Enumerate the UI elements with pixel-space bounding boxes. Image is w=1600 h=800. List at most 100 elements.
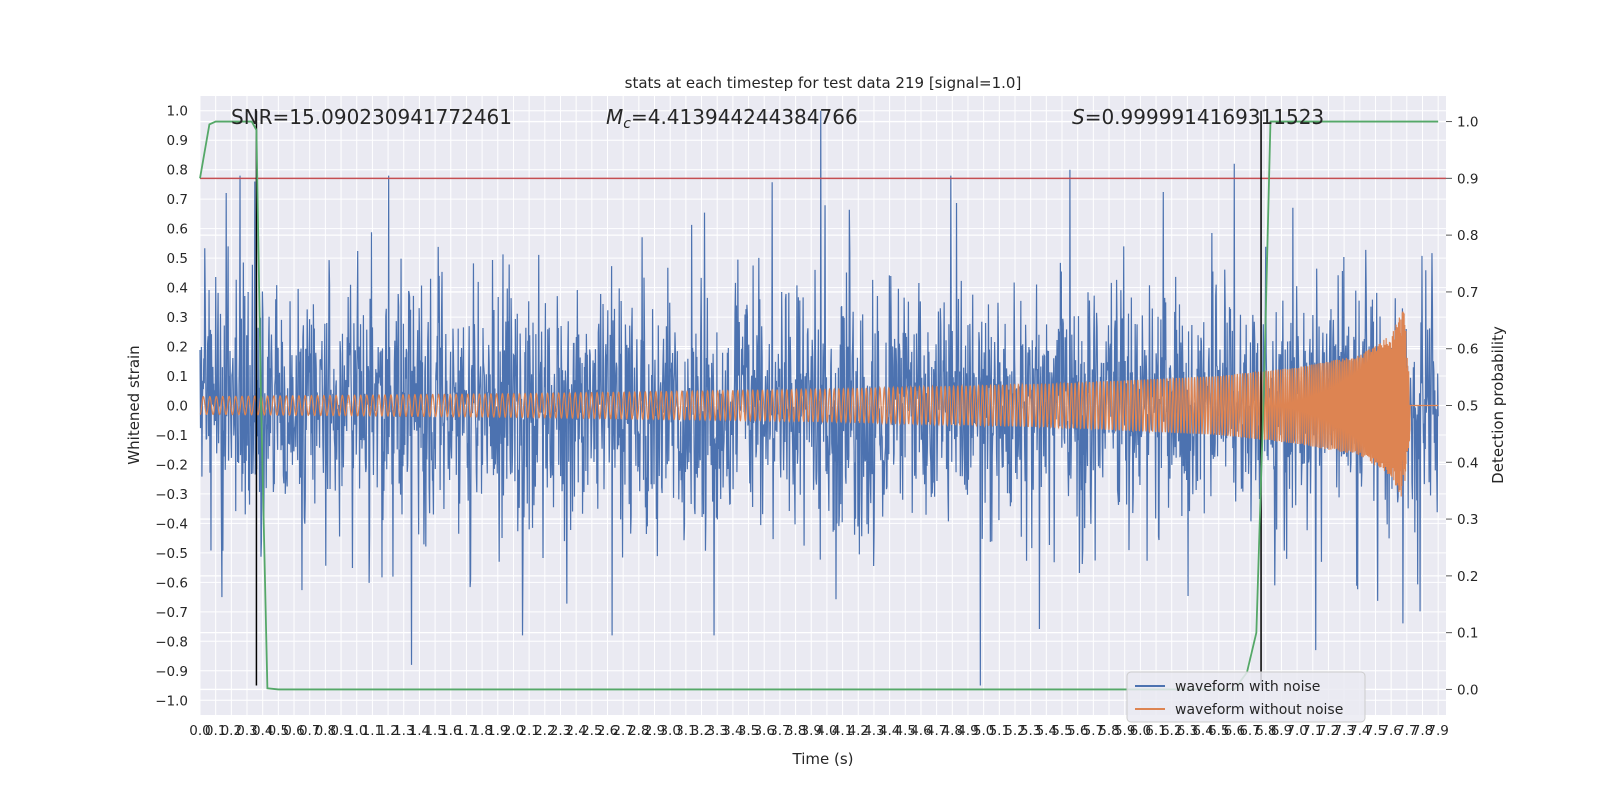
score-annotation: S=0.9999914169311523	[1072, 105, 1324, 129]
y-tick-label: −0.1	[155, 428, 188, 444]
clean-waveform-layer	[199, 311, 1439, 497]
x-tick-label: 3.5	[738, 723, 759, 739]
x-tick-label: 1.1	[362, 723, 383, 739]
x-tick-label: 3.2	[691, 723, 712, 739]
series-waveform-without-noise	[199, 311, 1439, 497]
y-tick-label: −0.9	[155, 664, 188, 680]
x-tick-label: 0.3	[236, 723, 257, 739]
x-tick-label: 2.1	[518, 723, 539, 739]
x-tick-label: 2.0	[503, 723, 524, 739]
chirp-mass-symbol: M	[606, 105, 623, 129]
y-tick-label: 0.9	[167, 133, 188, 149]
chirp-mass-value: =4.413944244384766	[631, 105, 858, 129]
x-tick-label: 5.1	[989, 723, 1010, 739]
x-tick-label: 3.1	[675, 723, 696, 739]
x-tick-label: 1.4	[409, 723, 430, 739]
y-tick-label: 0.6	[167, 222, 188, 238]
x-tick-label: 3.3	[706, 723, 727, 739]
x-tick-label: 7.4	[1349, 723, 1370, 739]
x-tick-label: 4.3	[863, 723, 884, 739]
x-tick-label: 4.8	[942, 723, 963, 739]
x-tick-label: 0.9	[330, 723, 351, 739]
x-tick-label: 0.2	[221, 723, 242, 739]
x-tick-label: 2.4	[565, 723, 586, 739]
x-tick-label: 6.4	[1192, 723, 1213, 739]
x-tick-label: 7.7	[1396, 723, 1417, 739]
x-tick-label: 2.5	[581, 723, 602, 739]
x-tick-label: 3.7	[769, 723, 790, 739]
x-tick-label: 0.7	[299, 723, 320, 739]
legend-label-clean: waveform without noise	[1175, 702, 1343, 718]
x-tick-label: 7.2	[1318, 723, 1339, 739]
x-tick-label: 7.9	[1427, 723, 1448, 739]
x-axis-ticks: 0.00.10.20.30.40.50.60.70.80.91.01.11.21…	[189, 723, 1449, 739]
chirp-mass-subscript: c	[623, 116, 631, 132]
y-tick-label: 0.2	[167, 340, 188, 356]
x-tick-label: 5.8	[1098, 723, 1119, 739]
y-tick-label: 0.7	[167, 192, 188, 208]
y-tick-label: −0.7	[155, 605, 188, 621]
x-tick-label: 6.7	[1239, 723, 1260, 739]
x-tick-label: 0.1	[205, 723, 226, 739]
x-tick-label: 6.2	[1161, 723, 1182, 739]
y-tick-label: 1.0	[167, 104, 188, 120]
x-tick-label: 2.6	[597, 723, 618, 739]
x-tick-label: 2.7	[612, 723, 633, 739]
x-tick-label: 0.8	[315, 723, 336, 739]
series-detection-probability	[199, 120, 1439, 691]
y-tick-label: 0.0	[167, 399, 188, 415]
x-tick-label: 6.6	[1224, 723, 1245, 739]
x-tick-label: 7.5	[1365, 723, 1386, 739]
x-tick-label: 4.2	[848, 723, 869, 739]
x-tick-label: 0.5	[268, 723, 289, 739]
right-tick-label: 0.1	[1457, 626, 1478, 642]
x-tick-label: 7.6	[1380, 723, 1401, 739]
score-symbol: S	[1072, 105, 1085, 129]
x-tick-label: 2.3	[550, 723, 571, 739]
right-tick-label: 0.2	[1457, 569, 1478, 585]
y-tick-label: −0.5	[155, 546, 188, 562]
snr-annotation: SNR=15.090230941772461	[231, 105, 512, 129]
x-tick-label: 3.9	[801, 723, 822, 739]
x-tick-label: 5.0	[973, 723, 994, 739]
x-tick-label: 2.2	[534, 723, 555, 739]
y-axis-label: Whitened strain	[125, 345, 143, 464]
y-tick-label: −0.2	[155, 457, 188, 473]
x-tick-label: 1.7	[456, 723, 477, 739]
x-tick-label: 7.3	[1333, 723, 1354, 739]
right-tick-label: 0.9	[1457, 171, 1478, 187]
legend-box	[1126, 671, 1366, 723]
x-tick-label: 5.5	[1051, 723, 1072, 739]
x-tick-label: 4.7	[926, 723, 947, 739]
x-tick-label: 3.4	[722, 723, 743, 739]
x-tick-label: 2.9	[644, 723, 665, 739]
x-tick-label: 3.8	[785, 723, 806, 739]
x-tick-label: 6.5	[1208, 723, 1229, 739]
y-tick-label: −0.4	[155, 516, 188, 532]
x-tick-label: 1.3	[393, 723, 414, 739]
chirp-mass-annotation: Mc=4.413944244384766	[606, 105, 858, 132]
x-tick-label: 1.8	[471, 723, 492, 739]
right-tick-label: 1.0	[1457, 115, 1478, 131]
x-tick-label: 4.9	[957, 723, 978, 739]
y-tick-label: 0.5	[167, 251, 188, 267]
y-tick-label: −0.6	[155, 575, 188, 591]
x-tick-label: 7.0	[1286, 723, 1307, 739]
y-tick-label: 0.3	[167, 310, 188, 326]
legend: waveform with noise waveform without noi…	[1126, 671, 1366, 723]
x-tick-label: 1.5	[424, 723, 445, 739]
x-tick-label: 1.9	[487, 723, 508, 739]
x-tick-label: 0.6	[283, 723, 304, 739]
right-tick-label: 0.0	[1457, 682, 1478, 698]
x-tick-label: 7.8	[1412, 723, 1433, 739]
x-tick-label: 4.5	[895, 723, 916, 739]
x-tick-label: 1.0	[346, 723, 367, 739]
y-tick-label: −0.8	[155, 634, 188, 650]
x-tick-label: 4.1	[832, 723, 853, 739]
x-tick-label: 6.8	[1255, 723, 1276, 739]
x-tick-label: 5.9	[1114, 723, 1135, 739]
y-tick-label: 0.1	[167, 369, 188, 385]
right-y-axis-label: Detection probability	[1489, 326, 1507, 484]
x-tick-label: 4.0	[816, 723, 837, 739]
